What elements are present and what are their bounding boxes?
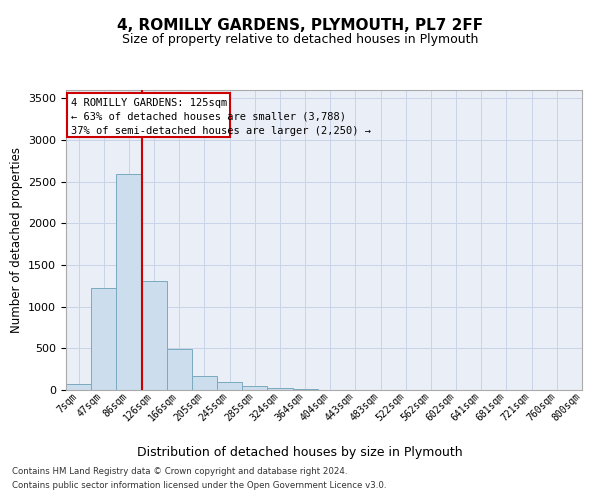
Text: 4 ROMILLY GARDENS: 125sqm
← 63% of detached houses are smaller (3,788)
37% of se: 4 ROMILLY GARDENS: 125sqm ← 63% of detac… bbox=[71, 98, 371, 136]
Bar bbox=[116, 174, 142, 390]
Bar bbox=[66, 384, 91, 390]
Bar bbox=[192, 376, 217, 390]
Y-axis label: Number of detached properties: Number of detached properties bbox=[10, 147, 23, 333]
Bar bbox=[91, 288, 116, 390]
Bar bbox=[268, 388, 293, 390]
Bar bbox=[217, 382, 242, 390]
Text: Contains HM Land Registry data © Crown copyright and database right 2024.: Contains HM Land Registry data © Crown c… bbox=[12, 467, 347, 476]
Bar bbox=[167, 349, 192, 390]
Bar bbox=[242, 386, 268, 390]
Text: Size of property relative to detached houses in Plymouth: Size of property relative to detached ho… bbox=[122, 32, 478, 46]
Bar bbox=[293, 389, 318, 390]
Text: Distribution of detached houses by size in Plymouth: Distribution of detached houses by size … bbox=[137, 446, 463, 459]
Text: Contains public sector information licensed under the Open Government Licence v3: Contains public sector information licen… bbox=[12, 481, 386, 490]
Bar bbox=[142, 281, 167, 390]
Text: 4, ROMILLY GARDENS, PLYMOUTH, PL7 2FF: 4, ROMILLY GARDENS, PLYMOUTH, PL7 2FF bbox=[117, 18, 483, 32]
FancyBboxPatch shape bbox=[67, 94, 230, 136]
